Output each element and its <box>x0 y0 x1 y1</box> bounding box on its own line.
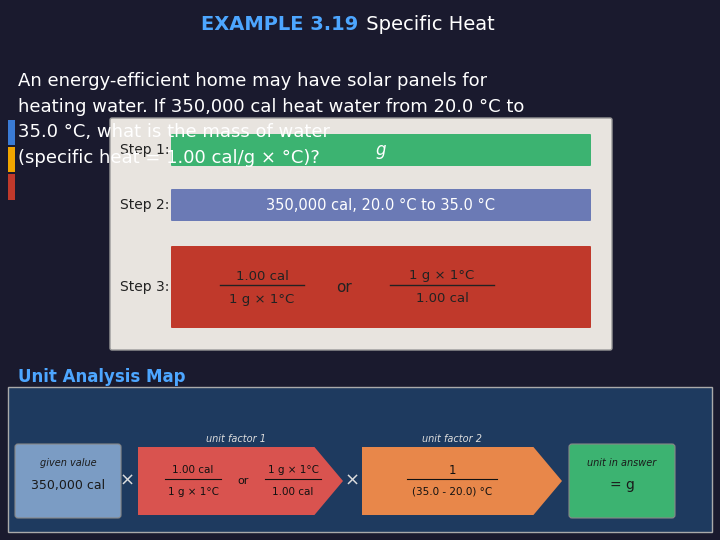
Text: ×: × <box>120 472 135 490</box>
Text: 1 g × 1°C: 1 g × 1°C <box>410 269 474 282</box>
Text: 1 g × 1°C: 1 g × 1°C <box>168 487 218 497</box>
Text: unit factor 2: unit factor 2 <box>422 434 482 444</box>
Text: 1.00 cal: 1.00 cal <box>235 269 289 282</box>
Text: An energy-efficient home may have solar panels for
heating water. If 350,000 cal: An energy-efficient home may have solar … <box>18 72 524 167</box>
Text: Specific Heat: Specific Heat <box>360 15 495 33</box>
Text: 1.00 cal: 1.00 cal <box>272 487 314 497</box>
Text: = g: = g <box>610 478 634 492</box>
FancyBboxPatch shape <box>171 189 591 221</box>
Text: Unit Analysis Map: Unit Analysis Map <box>18 368 186 386</box>
Text: 350,000 cal, 20.0 °C to 35.0 °C: 350,000 cal, 20.0 °C to 35.0 °C <box>266 198 495 213</box>
Text: 1.00 cal: 1.00 cal <box>415 293 469 306</box>
FancyBboxPatch shape <box>110 118 612 350</box>
Text: or: or <box>336 280 352 294</box>
Text: Step 3:: Step 3: <box>120 280 169 294</box>
Text: ×: × <box>344 472 359 490</box>
Text: 1 g × 1°C: 1 g × 1°C <box>230 293 294 306</box>
FancyBboxPatch shape <box>8 174 15 200</box>
Text: Step 2:: Step 2: <box>120 198 169 212</box>
Polygon shape <box>362 447 562 515</box>
Text: given value: given value <box>40 458 96 468</box>
FancyBboxPatch shape <box>8 120 15 145</box>
Text: unit factor 1: unit factor 1 <box>207 434 266 444</box>
FancyBboxPatch shape <box>171 134 591 166</box>
FancyBboxPatch shape <box>8 147 15 172</box>
Text: Step 1:: Step 1: <box>120 143 169 157</box>
Text: (35.0 - 20.0) °C: (35.0 - 20.0) °C <box>412 487 492 497</box>
Text: unit in answer: unit in answer <box>588 458 657 468</box>
Text: 350,000 cal: 350,000 cal <box>31 478 105 491</box>
Text: 1 g × 1°C: 1 g × 1°C <box>268 465 318 475</box>
Text: g: g <box>376 141 386 159</box>
FancyBboxPatch shape <box>8 387 712 532</box>
FancyBboxPatch shape <box>569 444 675 518</box>
Text: or: or <box>238 476 248 486</box>
Polygon shape <box>138 447 343 515</box>
FancyBboxPatch shape <box>171 246 591 328</box>
Text: EXAMPLE 3.19: EXAMPLE 3.19 <box>201 15 358 33</box>
Text: 1.00 cal: 1.00 cal <box>172 465 214 475</box>
FancyBboxPatch shape <box>15 444 121 518</box>
Text: 1: 1 <box>449 463 456 476</box>
